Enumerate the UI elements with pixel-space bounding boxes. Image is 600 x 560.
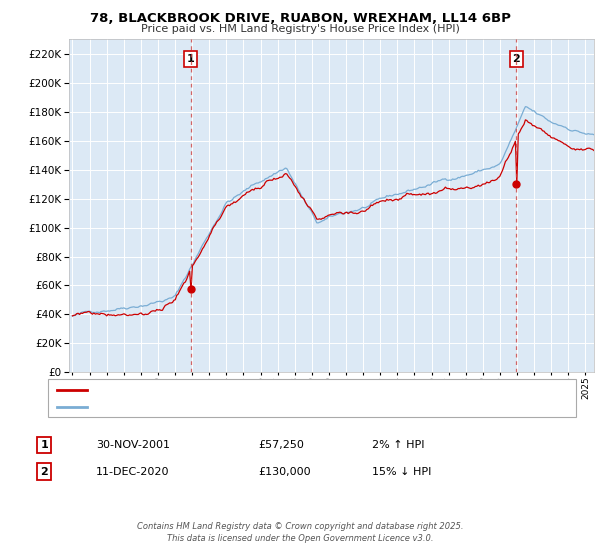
Text: 1: 1 <box>187 54 194 64</box>
Text: Price paid vs. HM Land Registry's House Price Index (HPI): Price paid vs. HM Land Registry's House … <box>140 24 460 34</box>
Text: 30-NOV-2001: 30-NOV-2001 <box>96 440 170 450</box>
Text: Contains HM Land Registry data © Crown copyright and database right 2025.
This d: Contains HM Land Registry data © Crown c… <box>137 522 463 543</box>
Text: £57,250: £57,250 <box>258 440 304 450</box>
Text: 1: 1 <box>41 440 48 450</box>
Text: 78, BLACKBROOK DRIVE, RUABON, WREXHAM, LL14 6BP (semi-detached house): 78, BLACKBROOK DRIVE, RUABON, WREXHAM, L… <box>93 385 486 395</box>
Text: £130,000: £130,000 <box>258 466 311 477</box>
Text: 2: 2 <box>512 54 520 64</box>
Text: 15% ↓ HPI: 15% ↓ HPI <box>372 466 431 477</box>
Text: 2: 2 <box>41 466 48 477</box>
Text: 78, BLACKBROOK DRIVE, RUABON, WREXHAM, LL14 6BP: 78, BLACKBROOK DRIVE, RUABON, WREXHAM, L… <box>89 12 511 25</box>
Text: 2% ↑ HPI: 2% ↑ HPI <box>372 440 425 450</box>
Text: HPI: Average price, semi-detached house, Wrexham: HPI: Average price, semi-detached house,… <box>93 402 347 412</box>
Text: 11-DEC-2020: 11-DEC-2020 <box>96 466 170 477</box>
